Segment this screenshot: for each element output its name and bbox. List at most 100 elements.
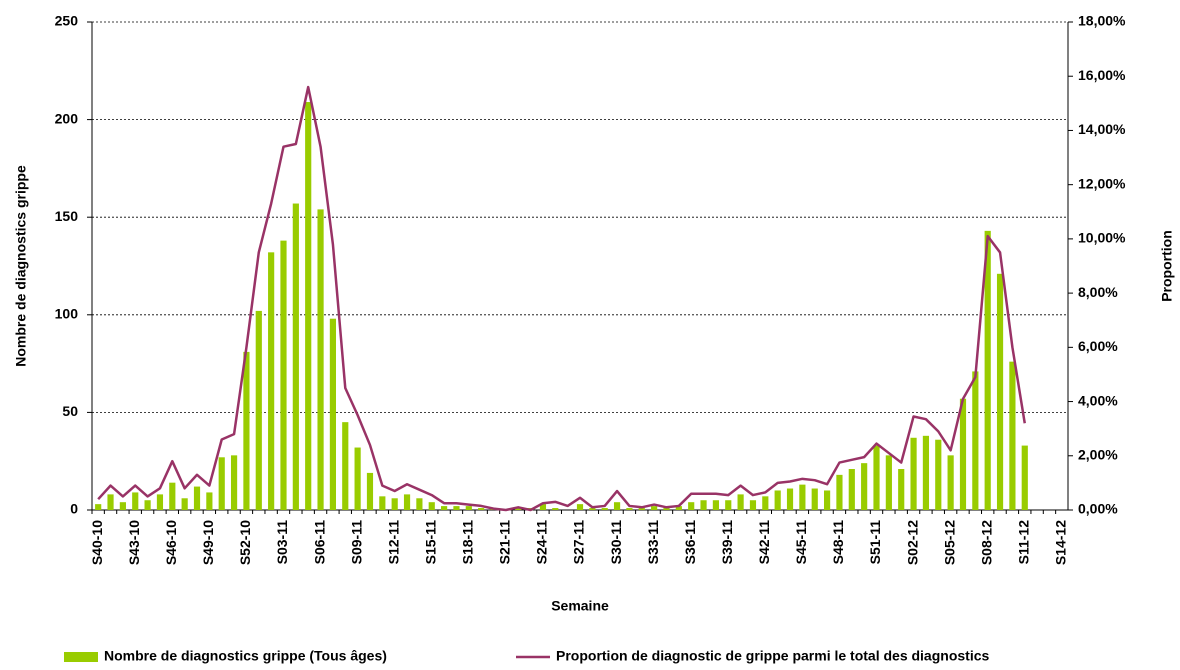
bar [379,496,386,510]
bar [576,504,584,510]
bar [193,486,201,510]
x-tick-label: S45-11 [793,520,809,565]
bar [589,508,596,510]
x-tick-label: S48-11 [830,520,846,565]
y-tick-label: 200 [55,110,79,126]
x-tick-label: S43-10 [126,520,142,565]
bar [824,490,831,510]
bar [441,506,448,510]
bar [119,502,126,510]
bar [539,504,547,510]
y2-tick-label: 8,00% [1078,284,1118,300]
x-tick-label: S40-10 [89,520,105,565]
x-tick-label: S21-11 [497,520,513,565]
x-tick-label: S14-12 [1053,520,1069,565]
bar [515,508,522,510]
bar [737,494,744,510]
x-tick-label: S02-12 [904,520,920,565]
bar [1009,361,1016,510]
bar [478,508,485,510]
x-tick-label: S09-11 [348,520,364,565]
bar [898,469,905,510]
bar [206,492,213,510]
bar [268,252,275,510]
y2-axis-title: Proportion [1159,230,1175,302]
x-tick-label: S27-11 [571,520,587,565]
bar [255,310,262,510]
y2-tick-label: 2,00% [1078,446,1118,462]
bar [688,502,695,510]
bar [947,455,954,510]
y-tick-label: 150 [55,208,79,224]
y-tick-label: 0 [70,501,78,517]
bar [169,482,176,510]
bar [428,502,435,510]
x-tick-label: S42-11 [756,520,772,565]
bar [292,203,299,510]
bar [749,500,757,510]
y-axis-title: Nombre de diagnostics grippe [13,165,29,367]
bar [774,490,781,510]
bar [107,494,114,510]
bar [552,508,559,510]
bar [416,498,423,510]
bar [725,500,732,510]
bar [626,508,633,510]
x-tick-label: S33-11 [645,520,661,565]
bar [922,435,930,510]
x-tick-label: S18-11 [460,520,476,565]
bar [243,351,250,510]
bar [959,398,967,510]
y2-tick-label: 16,00% [1078,67,1126,83]
bar [799,484,806,510]
x-tick-label: S46-10 [163,520,179,565]
legend-swatch [64,652,98,662]
x-tick-label: S05-12 [941,520,957,565]
y2-tick-label: 12,00% [1078,175,1126,191]
x-tick-label: S36-11 [682,520,698,565]
y2-tick-label: 10,00% [1078,230,1126,246]
x-tick-label: S39-11 [719,520,735,565]
bar [861,463,868,510]
bar [144,500,151,510]
y-tick-label: 50 [62,403,78,419]
x-axis-title: Semaine [551,598,609,614]
y2-tick-label: 0,00% [1078,501,1118,517]
y2-tick-label: 4,00% [1078,392,1118,408]
bar [712,500,719,510]
bar [132,492,139,510]
bar [280,240,287,510]
bar [762,496,769,510]
bar [230,455,238,510]
bar [317,209,324,510]
bar [613,502,621,510]
y-tick-label: 100 [55,306,79,322]
legend-label: Proportion de diagnostic de grippe parmi… [556,648,989,664]
bar [972,371,979,510]
x-tick-label: S06-11 [311,520,327,565]
x-tick-label: S52-10 [237,520,253,565]
y2-tick-label: 14,00% [1078,121,1126,137]
x-tick-label: S49-10 [200,520,216,565]
x-tick-label: S03-11 [274,520,290,565]
x-tick-label: S08-12 [978,520,994,565]
bar [811,488,818,510]
bar [453,506,460,510]
x-tick-label: S24-11 [534,520,550,565]
bar [95,504,102,510]
x-tick-label: S12-11 [385,520,401,565]
bar [984,230,991,510]
bar [910,437,917,510]
bar [700,500,707,510]
x-tick-label: S11-12 [1015,520,1031,565]
bar [651,506,658,510]
bar [403,494,411,510]
bar [218,457,225,510]
x-tick-label: S30-11 [608,520,624,565]
bar [354,447,361,510]
bar [156,494,164,510]
y2-tick-label: 6,00% [1078,338,1118,354]
bar [848,469,855,510]
bar [391,498,398,510]
bar [873,445,880,510]
